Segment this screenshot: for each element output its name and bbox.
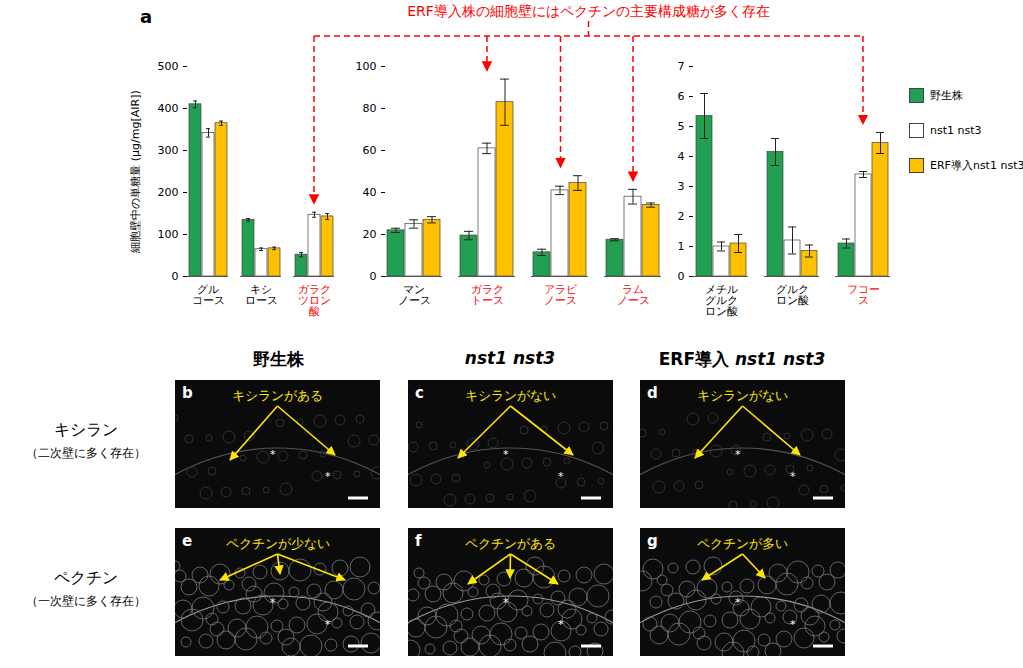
svg-text:300: 300 [158,144,179,157]
svg-text:*: * [270,448,276,461]
html-text:nst1 nst3: nst1 nst3 [464,348,556,368]
svg-text:80: 80 [363,102,377,115]
svg-text:b: b [182,384,193,402]
svg-text:500: 500 [158,60,179,73]
svg-text:*: * [558,618,564,631]
svg-text:200: 200 [158,186,179,199]
svg-text:メチルグルクロン酸: メチルグルクロン酸 [705,283,738,318]
svg-text:100: 100 [356,60,377,73]
svg-text:f: f [415,532,422,550]
svg-text:ERF導入株の細胞壁にはペクチンの主要構成糖が多く存在: ERF導入株の細胞壁にはペクチンの主要構成糖が多く存在 [407,3,770,19]
svg-text:細胞壁中の単糖量 (μg/mg[AIR]): 細胞壁中の単糖量 (μg/mg[AIR]) [129,90,142,253]
svg-text:フコース: フコース [847,283,880,307]
svg-text:1: 1 [678,240,685,253]
svg-text:ペクチンが少ない: ペクチンが少ない [226,536,330,551]
html-text:（二次壁に多く存在）: （二次壁に多く存在） [26,446,146,460]
svg-text:キシロース: キシロース [245,283,278,307]
svg-text:100: 100 [158,228,179,241]
svg-text:アラビノース: アラビノース [544,283,578,307]
html-text:ペクチン: ペクチン [54,568,118,587]
svg-text:*: * [270,596,276,609]
html-text:野生株: 野生株 [930,89,963,102]
svg-text:キシランがある: キシランがある [232,388,323,403]
svg-text:キシランがない: キシランがない [697,388,788,403]
svg-text:*: * [325,618,331,631]
svg-text:e: e [182,532,192,550]
svg-text:*: * [735,596,741,609]
html-text:a: a [140,6,153,27]
svg-text:*: * [503,596,509,609]
html-text:nst1 nst3: nst1 nst3 [930,124,982,137]
svg-text:7: 7 [678,60,685,73]
svg-text:キシランがない: キシランがない [465,388,556,403]
html-text:（一次壁に多く存在）: （一次壁に多く存在） [26,594,146,608]
html-text:ERF導入nst1 nst3: ERF導入nst1 nst3 [658,349,826,369]
svg-text:ガラクトース: ガラクトース [471,283,504,307]
svg-text:60: 60 [363,144,377,157]
svg-text:20: 20 [363,228,377,241]
svg-text:ガラクツロン酸: ガラクツロン酸 [298,283,331,318]
svg-text:*: * [790,470,796,483]
svg-text:グルクロン酸: グルクロン酸 [776,283,809,307]
svg-text:*: * [558,470,564,483]
svg-text:*: * [735,448,741,461]
svg-text:40: 40 [363,186,377,199]
svg-text:2: 2 [678,210,685,223]
svg-text:4: 4 [678,150,685,163]
svg-text:ラムノース: ラムノース [617,283,650,307]
svg-text:ペクチンがある: ペクチンがある [465,536,556,551]
svg-text:g: g [647,532,658,550]
svg-text:*: * [325,470,331,483]
svg-text:グルコース: グルコース [192,283,225,307]
svg-text:0: 0 [172,270,179,283]
svg-text:ペクチンが多い: ペクチンが多い [697,536,788,551]
svg-text:*: * [503,448,509,461]
svg-text:0: 0 [678,270,685,283]
svg-text:0: 0 [370,270,377,283]
html-text:野生株: 野生株 [252,349,304,369]
svg-text:400: 400 [158,102,179,115]
svg-text:c: c [415,384,424,402]
svg-text:d: d [647,384,658,402]
svg-text:6: 6 [678,90,685,103]
svg-text:3: 3 [678,180,685,193]
svg-text:*: * [790,618,796,631]
svg-text:マンノース: マンノース [398,283,431,307]
html-text:キシラン: キシラン [54,420,118,439]
svg-text:5: 5 [678,120,685,133]
